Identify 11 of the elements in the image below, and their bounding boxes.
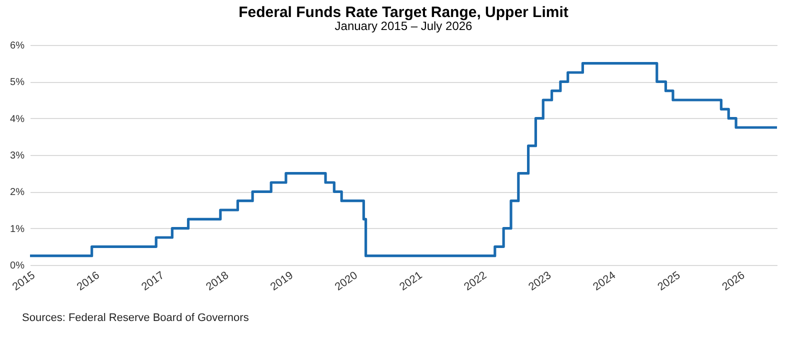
y-tick-label: 0% [10, 260, 25, 272]
y-tick-label: 5% [10, 77, 25, 88]
y-tick-label: 3% [10, 150, 25, 162]
y-tick-label: 4% [10, 114, 25, 125]
y-tick-label: 1% [10, 224, 25, 235]
y-tick-label: 2% [10, 187, 25, 198]
chart-title: Federal Funds Rate Target Range, Upper Limit [238, 4, 568, 21]
source-note: Sources: Federal Reserve Board of Governors [22, 312, 249, 324]
y-tick-label: 6% [10, 40, 25, 52]
chart-subtitle: January 2015 – July 2026 [334, 19, 473, 33]
x-tick-label: 2021 [398, 270, 425, 294]
